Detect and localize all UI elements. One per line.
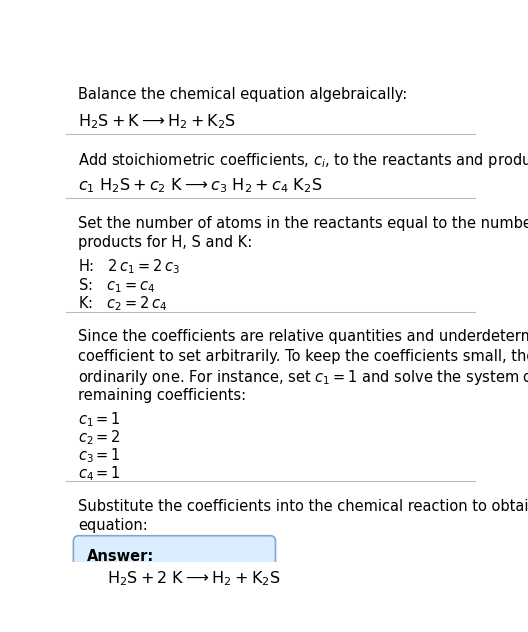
Text: Since the coefficients are relative quantities and underdetermined, choose a: Since the coefficients are relative quan…	[78, 329, 528, 344]
Text: coefficient to set arbitrarily. To keep the coefficients small, the arbitrary va: coefficient to set arbitrarily. To keep …	[78, 349, 528, 364]
Text: $\mathrm{H_2S + K} \longrightarrow \mathrm{H_2 + K_2S}$: $\mathrm{H_2S + K} \longrightarrow \math…	[78, 112, 237, 131]
Text: products for H, S and K:: products for H, S and K:	[78, 235, 252, 250]
Text: $c_1 = 1$: $c_1 = 1$	[78, 410, 121, 429]
Text: $c_3 = 1$: $c_3 = 1$	[78, 446, 121, 465]
Text: equation:: equation:	[78, 518, 148, 533]
Text: ordinarily one. For instance, set $c_1 = 1$ and solve the system of equations fo: ordinarily one. For instance, set $c_1 =…	[78, 368, 528, 387]
Text: Add stoichiometric coefficients, $c_i$, to the reactants and products:: Add stoichiometric coefficients, $c_i$, …	[78, 151, 528, 170]
Text: $c_4 = 1$: $c_4 = 1$	[78, 464, 121, 483]
Text: Answer:: Answer:	[87, 549, 155, 564]
Text: $\mathrm{H_2S + 2\ K} \longrightarrow \mathrm{H_2 + K_2S}$: $\mathrm{H_2S + 2\ K} \longrightarrow \m…	[107, 569, 280, 588]
Text: S:   $c_1 = c_4$: S: $c_1 = c_4$	[78, 276, 155, 295]
Text: Substitute the coefficients into the chemical reaction to obtain the balanced: Substitute the coefficients into the che…	[78, 499, 528, 514]
Text: H:   $2\,c_1 = 2\,c_3$: H: $2\,c_1 = 2\,c_3$	[78, 257, 180, 276]
Text: $c_2 = 2$: $c_2 = 2$	[78, 428, 121, 447]
Text: K:   $c_2 = 2\,c_4$: K: $c_2 = 2\,c_4$	[78, 295, 167, 313]
Text: Balance the chemical equation algebraically:: Balance the chemical equation algebraica…	[78, 87, 408, 102]
FancyBboxPatch shape	[73, 536, 276, 605]
Text: remaining coefficients:: remaining coefficients:	[78, 388, 247, 403]
Text: Set the number of atoms in the reactants equal to the number of atoms in the: Set the number of atoms in the reactants…	[78, 216, 528, 231]
Text: $c_1\ \mathrm{H_2S} + c_2\ \mathrm{K} \longrightarrow c_3\ \mathrm{H_2} + c_4\ \: $c_1\ \mathrm{H_2S} + c_2\ \mathrm{K} \l…	[78, 176, 323, 195]
